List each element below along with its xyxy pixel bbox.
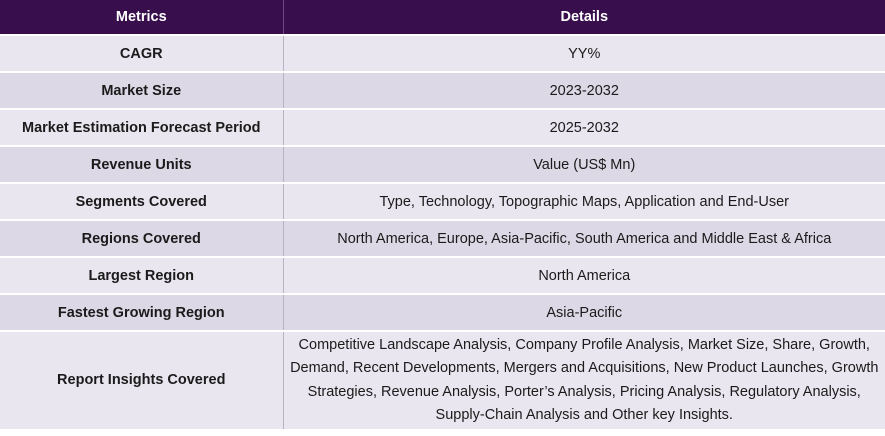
table-row: Regions Covered North America, Europe, A… (0, 219, 885, 257)
detail-cell: 2023-2032 (283, 71, 885, 109)
detail-cell: Asia-Pacific (283, 293, 885, 331)
detail-cell: North America, Europe, Asia-Pacific, Sou… (283, 219, 885, 257)
metric-cell: Fastest Growing Region (0, 293, 284, 331)
table-row: Largest Region North America (0, 256, 885, 294)
detail-cell: 2025-2032 (283, 108, 885, 146)
table-row: Market Estimation Forecast Period 2025-2… (0, 108, 885, 146)
detail-cell: Competitive Landscape Analysis, Company … (283, 330, 885, 429)
metric-cell: Market Estimation Forecast Period (0, 108, 284, 146)
detail-cell: YY% (283, 34, 885, 72)
detail-cell: Type, Technology, Topographic Maps, Appl… (283, 182, 885, 220)
table-row: Report Insights Covered Competitive Land… (0, 330, 885, 429)
metric-cell: Market Size (0, 71, 284, 109)
metric-cell: Revenue Units (0, 145, 284, 183)
table-row: Revenue Units Value (US$ Mn) (0, 145, 885, 183)
metric-cell: CAGR (0, 34, 284, 72)
table-row: CAGR YY% (0, 34, 885, 72)
metric-cell: Segments Covered (0, 182, 284, 220)
detail-cell: North America (283, 256, 885, 294)
detail-cell: Value (US$ Mn) (283, 145, 885, 183)
metrics-column-header: Metrics (0, 0, 284, 35)
table-row: Segments Covered Type, Technology, Topog… (0, 182, 885, 220)
table-header-row: Metrics Details (0, 0, 885, 35)
details-column-header: Details (283, 0, 885, 35)
table-row: Fastest Growing Region Asia-Pacific (0, 293, 885, 331)
metric-cell: Report Insights Covered (0, 330, 284, 429)
metric-cell: Largest Region (0, 256, 284, 294)
metric-cell: Regions Covered (0, 219, 284, 257)
table-row: Market Size 2023-2032 (0, 71, 885, 109)
